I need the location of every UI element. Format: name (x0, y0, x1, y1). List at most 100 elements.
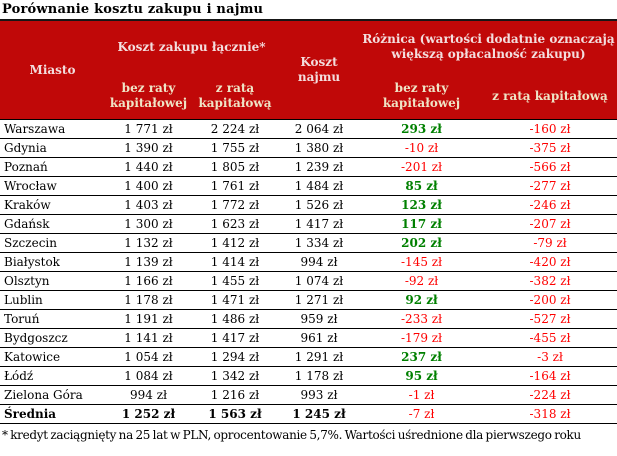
city-cell: Lublin (0, 290, 105, 310)
zakup-z-rata-cell: 1 486 zł (192, 309, 278, 329)
roznica-z-rata-cell: -79 zł (483, 233, 617, 253)
table-row: Zielona Góra 994 zł 1 216 zł 993 zł -1 zł -22… (0, 385, 617, 405)
koszt-najmu-cell: 1 271 zł (278, 290, 360, 310)
koszt-najmu-cell: 961 zł (278, 328, 360, 348)
roznica-bez-raty-cell: -201 zł (360, 157, 483, 177)
table-row: Gdańsk 1 300 zł 1 623 zł 1 417 zł 117 zł -207… (0, 214, 617, 234)
roznica-z-rata-cell: -277 zł (483, 176, 617, 196)
roznica-z-rata-cell: -164 zł (483, 366, 617, 386)
subheader-zakup-z-rata: z ratą kapitałową (192, 73, 278, 120)
roznica-bez-raty-cell: 92 zł (360, 290, 483, 310)
roznica-bez-raty-cell: -145 zł (360, 252, 483, 272)
roznica-bez-raty-cell: -10 zł (360, 138, 483, 158)
roznica-bez-raty-cell: 293 zł (360, 119, 483, 139)
roznica-z-rata-cell: -246 zł (483, 195, 617, 215)
city-cell: Wrocław (0, 176, 105, 196)
zakup-z-rata-cell: 1 755 zł (192, 138, 278, 158)
header-miasto: Miasto (0, 20, 105, 120)
zakup-z-rata-cell: 1 294 zł (192, 347, 278, 367)
zakup-z-rata-cell: 1 412 zł (192, 233, 278, 253)
zakup-bez-raty-cell: 1 166 zł (105, 271, 192, 291)
zakup-z-rata-cell: 1 805 zł (192, 157, 278, 177)
city-cell: Gdynia (0, 138, 105, 158)
city-cell: Bydgoszcz (0, 328, 105, 348)
zakup-bez-raty-cell: 994 zł (105, 385, 192, 405)
zakup-z-rata-cell: 2 224 zł (192, 119, 278, 139)
zakup-z-rata-cell: 1 563 zł (192, 404, 278, 424)
zakup-bez-raty-cell: 1 440 zł (105, 157, 192, 177)
table-body: Warszawa 1 771 zł 2 224 zł 2 064 zł 293 zł -1… (0, 119, 617, 424)
zakup-bez-raty-cell: 1 054 zł (105, 347, 192, 367)
city-cell: Białystok (0, 252, 105, 272)
koszt-najmu-cell: 1 178 zł (278, 366, 360, 386)
koszt-najmu-cell: 959 zł (278, 309, 360, 329)
header-koszt-najmu: Koszt najmu (278, 20, 360, 120)
zakup-bez-raty-cell: 1 300 zł (105, 214, 192, 234)
table-row: Olsztyn 1 166 zł 1 455 zł 1 074 zł -92 zł -38… (0, 271, 617, 291)
koszt-najmu-cell: 2 064 zł (278, 119, 360, 139)
city-cell: Poznań (0, 157, 105, 177)
city-cell: Kraków (0, 195, 105, 215)
koszt-najmu-cell: 1 484 zł (278, 176, 360, 196)
city-cell: Katowice (0, 347, 105, 367)
table-header: Miasto Koszt zakupu łącznie* Koszt najmu… (0, 20, 617, 120)
roznica-z-rata-cell: -455 zł (483, 328, 617, 348)
roznica-bez-raty-cell: 117 zł (360, 214, 483, 234)
roznica-z-rata-cell: -318 zł (483, 404, 617, 424)
city-cell: Zielona Góra (0, 385, 105, 405)
city-cell: Gdańsk (0, 214, 105, 234)
koszt-najmu-cell: 1 526 zł (278, 195, 360, 215)
city-cell: Olsztyn (0, 271, 105, 291)
city-cell: Średnia (0, 404, 105, 424)
koszt-najmu-cell: 994 zł (278, 252, 360, 272)
roznica-bez-raty-cell: 85 zł (360, 176, 483, 196)
koszt-najmu-cell: 1 334 zł (278, 233, 360, 253)
roznica-z-rata-cell: -420 zł (483, 252, 617, 272)
zakup-z-rata-cell: 1 772 zł (192, 195, 278, 215)
table-row: Gdynia 1 390 zł 1 755 zł 1 380 zł -10 zł -375… (0, 138, 617, 158)
footnote: * kredyt zaciągnięty na 25 lat w PLN, op… (2, 428, 581, 442)
zakup-z-rata-cell: 1 471 zł (192, 290, 278, 310)
header-roznica: Różnica (wartości dodatnie oznaczają wię… (360, 20, 617, 73)
average-row: Średnia 1 252 zł 1 563 zł 1 245 zł -7 zł -318… (0, 404, 617, 424)
table-row: Białystok 1 139 zł 1 414 zł 994 zł -145 zł -4… (0, 252, 617, 272)
city-cell: Toruń (0, 309, 105, 329)
roznica-z-rata-cell: -382 zł (483, 271, 617, 291)
koszt-najmu-cell: 1 291 zł (278, 347, 360, 367)
table-row: Szczecin 1 132 zł 1 412 zł 1 334 zł 202 zł -7… (0, 233, 617, 253)
zakup-bez-raty-cell: 1 139 zł (105, 252, 192, 272)
table-row: Bydgoszcz 1 141 zł 1 417 zł 961 zł -179 zł -4… (0, 328, 617, 348)
zakup-z-rata-cell: 1 417 zł (192, 328, 278, 348)
page-title: Porównanie kosztu zakupu i najmu (2, 2, 264, 17)
zakup-z-rata-cell: 1 216 zł (192, 385, 278, 405)
roznica-z-rata-cell: -527 zł (483, 309, 617, 329)
koszt-najmu-cell: 993 zł (278, 385, 360, 405)
roznica-z-rata-cell: -207 zł (483, 214, 617, 234)
city-cell: Warszawa (0, 119, 105, 139)
table-row: Poznań 1 440 zł 1 805 zł 1 239 zł -201 zł -56… (0, 157, 617, 177)
zakup-z-rata-cell: 1 623 zł (192, 214, 278, 234)
table-row: Łódź 1 084 zł 1 342 zł 1 178 zł 95 zł -164 zł (0, 366, 617, 386)
roznica-z-rata-cell: -200 zł (483, 290, 617, 310)
koszt-najmu-cell: 1 074 zł (278, 271, 360, 291)
subheader-roznica-z-rata: z ratą kapitałową (483, 73, 617, 120)
koszt-najmu-cell: 1 245 zł (278, 404, 360, 424)
zakup-bez-raty-cell: 1 178 zł (105, 290, 192, 310)
roznica-z-rata-cell: -3 zł (483, 347, 617, 367)
zakup-bez-raty-cell: 1 390 zł (105, 138, 192, 158)
city-cell: Szczecin (0, 233, 105, 253)
zakup-z-rata-cell: 1 761 zł (192, 176, 278, 196)
table-row: Lublin 1 178 zł 1 471 zł 1 271 zł 92 zł -200 … (0, 290, 617, 310)
roznica-z-rata-cell: -224 zł (483, 385, 617, 405)
roznica-bez-raty-cell: 95 zł (360, 366, 483, 386)
roznica-z-rata-cell: -566 zł (483, 157, 617, 177)
roznica-bez-raty-cell: 123 zł (360, 195, 483, 215)
zakup-bez-raty-cell: 1 252 zł (105, 404, 192, 424)
roznica-bez-raty-cell: -92 zł (360, 271, 483, 291)
koszt-najmu-cell: 1 380 zł (278, 138, 360, 158)
table-row: Warszawa 1 771 zł 2 224 zł 2 064 zł 293 zł -1… (0, 119, 617, 139)
zakup-bez-raty-cell: 1 403 zł (105, 195, 192, 215)
roznica-bez-raty-cell: -7 zł (360, 404, 483, 424)
zakup-bez-raty-cell: 1 084 zł (105, 366, 192, 386)
